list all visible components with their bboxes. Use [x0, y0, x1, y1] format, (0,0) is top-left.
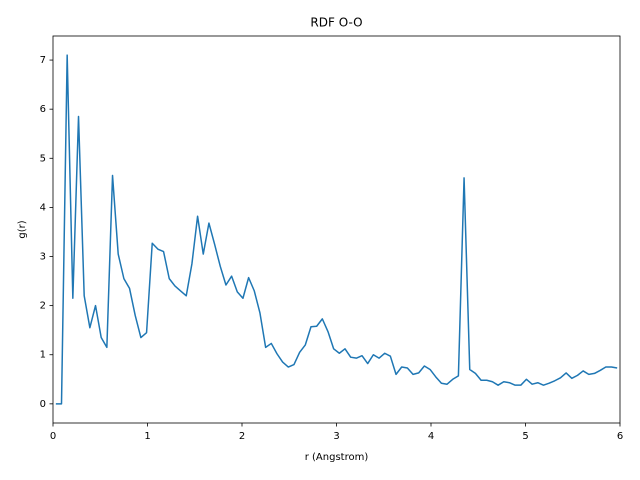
y-tick-label: 1 — [40, 350, 46, 361]
x-tick-label: 0 — [50, 431, 56, 442]
x-tick-label: 2 — [239, 431, 245, 442]
y-tick-label: 7 — [40, 55, 46, 66]
x-tick-label: 1 — [144, 431, 150, 442]
y-tick-label: 5 — [40, 153, 46, 164]
chart-title: RDF O-O — [310, 16, 362, 30]
x-axis-label: r (Angstrom) — [305, 452, 369, 463]
data-line — [55, 54, 618, 405]
x-tick-label: 3 — [333, 431, 339, 442]
y-tick-label: 3 — [40, 252, 46, 263]
y-tick-label: 0 — [40, 399, 46, 410]
x-tick-label: 6 — [617, 431, 623, 442]
x-tick-label: 4 — [428, 431, 434, 442]
y-tick-label: 4 — [40, 202, 46, 213]
y-tick-label: 6 — [40, 104, 46, 115]
y-axis-label: g(r) — [17, 220, 28, 238]
y-tick-label: 2 — [40, 301, 46, 312]
x-tick-label: 5 — [522, 431, 528, 442]
plot-frame — [52, 35, 621, 424]
